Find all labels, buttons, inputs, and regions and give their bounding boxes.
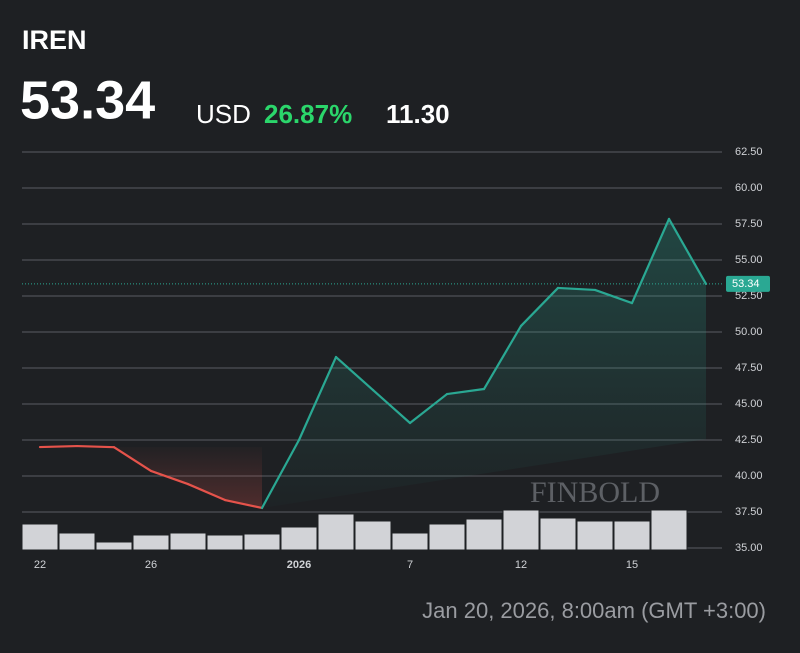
x-tick-label: 26 (145, 559, 157, 571)
price-segment (112, 446, 153, 473)
volume-bar (280, 526, 318, 551)
volume-bar (650, 509, 688, 551)
volume-bar (21, 523, 59, 551)
volume-bar (391, 532, 429, 551)
price: 53.34 (20, 70, 155, 130)
price-segment (667, 217, 708, 286)
y-tick-label: 60.00 (735, 182, 763, 194)
x-tick-label: 15 (626, 559, 638, 571)
volume-bar (243, 533, 281, 551)
price-segment (297, 355, 338, 442)
y-tick-label: 57.50 (735, 218, 763, 230)
price-segment (260, 438, 301, 510)
volume-bar (95, 541, 133, 551)
y-tick-label: 42.50 (735, 434, 763, 446)
y-tick-label: 37.50 (735, 506, 763, 518)
volume-bar (317, 513, 355, 551)
volume-bar (58, 532, 96, 551)
volume-bar (169, 532, 207, 551)
y-tick-label: 50.00 (735, 326, 763, 338)
price-segment (75, 444, 116, 449)
y-tick-label: 62.50 (735, 146, 763, 158)
price-segment (371, 388, 412, 425)
y-tick-label: 47.50 (735, 362, 763, 374)
symbol: IREN (22, 25, 87, 55)
volume-bar (354, 520, 392, 551)
volume-bar (428, 523, 466, 551)
price-segment (38, 444, 79, 449)
price-segment (556, 286, 597, 292)
price-segment (186, 482, 227, 502)
x-tick-label: 2026 (287, 559, 311, 571)
watermark: FINBOLD (530, 476, 660, 509)
price-segment (149, 469, 190, 486)
y-tick-label: 55.00 (735, 254, 763, 266)
price-segment (593, 288, 634, 305)
volume-bar (613, 520, 651, 551)
price-segment (445, 387, 486, 396)
price-segment (223, 498, 264, 510)
area-up (262, 218, 706, 508)
area-down (40, 446, 262, 508)
price-segment (630, 217, 671, 305)
volume-bar (539, 517, 577, 551)
x-tick-label: 7 (407, 559, 413, 571)
price-segment (482, 324, 523, 391)
volume-bar (576, 520, 614, 551)
price-segment (334, 355, 375, 392)
y-tick-label: 45.00 (735, 398, 763, 410)
timestamp: Jan 20, 2026, 8:00am (GMT +3:00) (422, 598, 766, 623)
volume-bar (206, 534, 244, 551)
y-tick-label: 40.00 (735, 470, 763, 482)
price-segment (519, 286, 560, 328)
volume-bar (465, 518, 503, 551)
volume-bar (502, 509, 540, 551)
volume-bar (132, 534, 170, 551)
y-tick-label: 52.50 (735, 290, 763, 302)
y-tick-label: 35.00 (735, 542, 763, 554)
change-pct: 26.87% (264, 99, 352, 129)
last-price-label: 53.34 (732, 278, 760, 290)
last-price-badge (726, 275, 770, 292)
x-tick-label: 12 (515, 559, 527, 571)
volume-bar (687, 548, 725, 551)
price-segment (408, 392, 449, 425)
change: 11.30 (386, 99, 450, 129)
currency: USD (196, 99, 251, 129)
x-tick-label: 22 (34, 559, 46, 571)
